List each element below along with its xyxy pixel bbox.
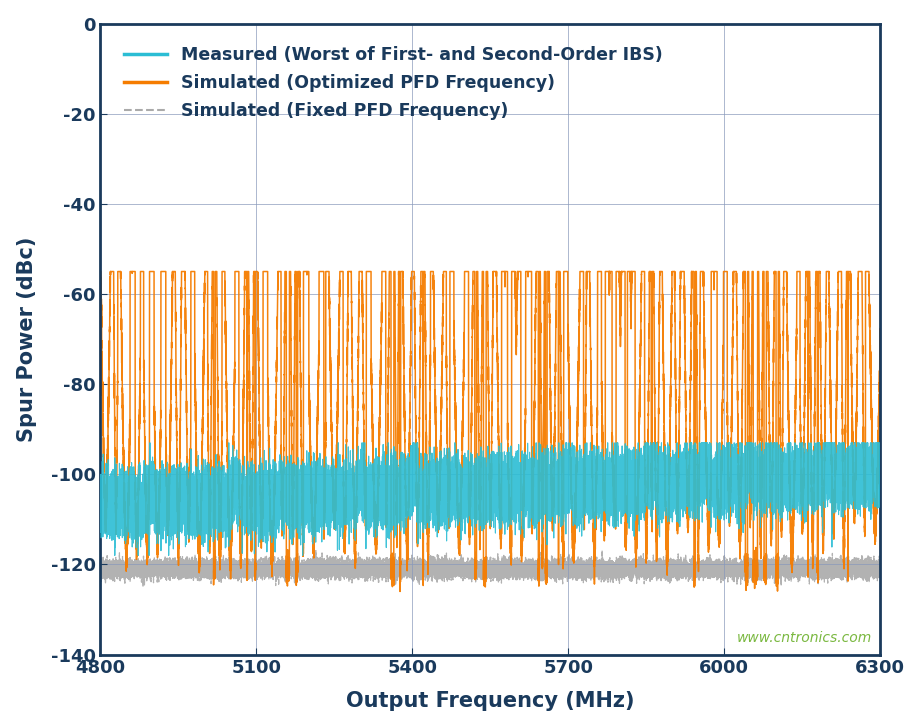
Y-axis label: Spur Power (dBc): Spur Power (dBc) — [17, 237, 37, 442]
Text: www.cntronics.com: www.cntronics.com — [738, 631, 872, 645]
Legend: Measured (Worst of First- and Second-Order IBS), Simulated (Optimized PFD Freque: Measured (Worst of First- and Second-Ord… — [117, 39, 669, 127]
X-axis label: Output Frequency (MHz): Output Frequency (MHz) — [346, 692, 634, 711]
